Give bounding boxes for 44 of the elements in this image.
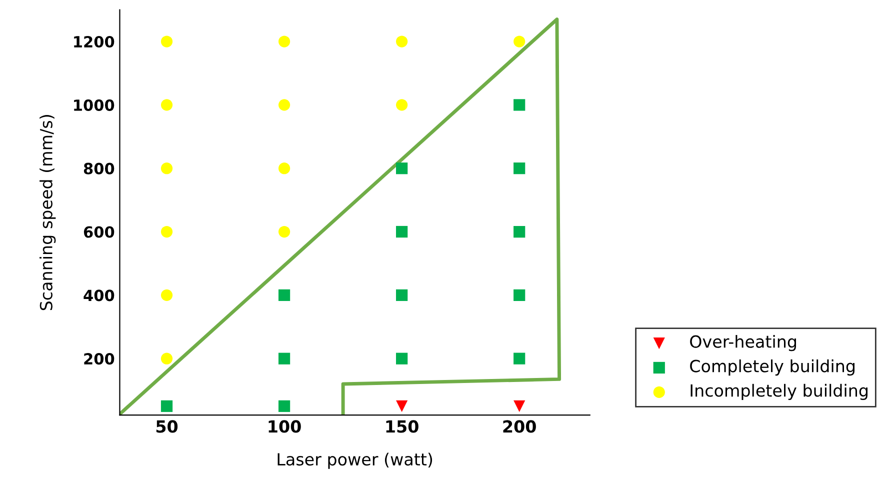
x-tick-label: 100 [268,420,301,433]
point [514,400,526,412]
point [396,289,408,301]
point [396,99,408,111]
line-series [120,18,562,416]
x-tick-label: 200 [503,420,536,433]
point [160,400,173,412]
point [160,99,173,111]
point [514,289,526,301]
x-axis-title: Laser power (watt) [278,452,432,469]
y-tick-label: 200 [84,353,114,365]
legend-label: Completely building [690,359,854,376]
point [396,162,408,174]
point [396,226,408,238]
legend-label: Incompletely building [690,384,868,400]
legend-label: Over-heating [690,334,796,352]
y-tick-label: 1000 [74,99,114,111]
y-tick-label: 400 [84,290,114,302]
point [278,162,290,174]
y-tick-label: 1200 [74,36,114,48]
point [278,99,290,111]
point [514,36,526,48]
point [514,226,526,238]
point [160,289,173,301]
y-tick-label: 800 [84,162,114,174]
point [160,352,173,364]
point [160,226,173,238]
point [514,99,526,111]
point [278,400,290,412]
y-axis-title: Scanning speed (mm/s) [40,115,56,310]
point [278,226,290,238]
x-tick-label: 50 [156,420,178,433]
point [396,36,408,48]
point [396,400,408,412]
y-tick-label: 600 [84,226,114,238]
point [514,162,526,174]
point [396,352,408,364]
point [160,36,173,48]
point [160,162,173,174]
point [278,289,290,301]
point [278,352,290,364]
x-tick-label: 150 [386,420,418,433]
point [514,352,526,364]
point [278,36,290,48]
